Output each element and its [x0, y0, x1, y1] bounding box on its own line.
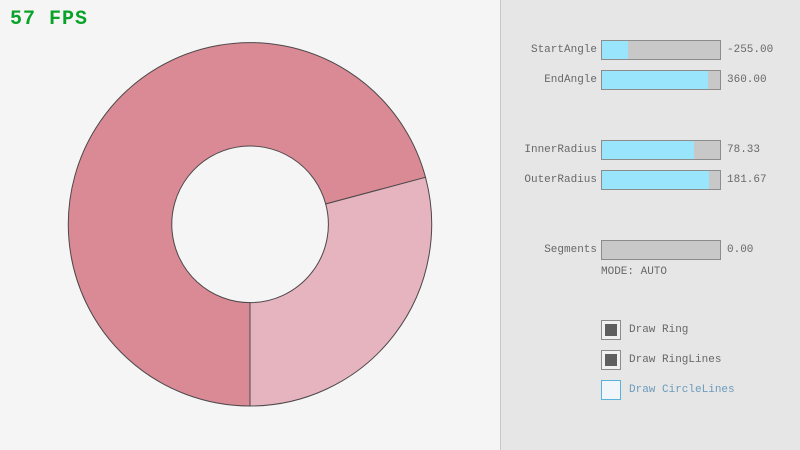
draw-ring-checkbox[interactable]: [601, 320, 621, 340]
end-angle-slider-fill: [602, 71, 709, 89]
control-panel: StartAngle -255.00 EndAngle 360.00 Inner…: [500, 0, 800, 450]
end-angle-value: 360.00: [727, 74, 767, 86]
slider-row-outer-radius: OuterRadius 181.67: [501, 170, 800, 190]
slider-row-segments: Segments 0.00: [501, 240, 800, 260]
draw-circlelines-label: Draw CircleLines: [629, 384, 735, 396]
draw-ringlines-checkbox[interactable]: [601, 350, 621, 370]
outer-radius-slider[interactable]: [601, 170, 721, 190]
draw-ringlines-label: Draw RingLines: [629, 354, 722, 366]
start-angle-slider-fill: [602, 41, 628, 59]
outer-radius-slider-fill: [602, 171, 710, 189]
outer-radius-value: 181.67: [727, 174, 767, 186]
end-angle-slider[interactable]: [601, 70, 721, 90]
checkbox-row-draw-circlelines: Draw CircleLines: [501, 380, 800, 400]
fps-counter: 57 FPS: [10, 8, 89, 31]
inner-radius-label: InnerRadius: [524, 144, 597, 156]
slider-row-end-angle: EndAngle 360.00: [501, 70, 800, 90]
draw-circlelines-checkbox[interactable]: [601, 380, 621, 400]
segments-value: 0.00: [727, 244, 754, 256]
segments-slider[interactable]: [601, 240, 721, 260]
checkbox-row-draw-ring: Draw Ring: [501, 320, 800, 340]
start-angle-slider[interactable]: [601, 40, 721, 60]
start-angle-value: -255.00: [727, 44, 774, 56]
checkbox-row-draw-ringlines: Draw RingLines: [501, 350, 800, 370]
ring-figure: [67, 42, 433, 407]
mode-label: MODE: AUTO: [601, 266, 668, 278]
draw-ring-label: Draw Ring: [629, 324, 689, 336]
end-angle-label: EndAngle: [544, 74, 597, 86]
segments-label: Segments: [544, 244, 597, 256]
ring-sector-dark: [67, 42, 427, 407]
slider-row-start-angle: StartAngle -255.00: [501, 40, 800, 60]
slider-row-inner-radius: InnerRadius 78.33: [501, 140, 800, 160]
inner-radius-value: 78.33: [727, 144, 761, 156]
outer-radius-label: OuterRadius: [524, 174, 597, 186]
inner-radius-slider[interactable]: [601, 140, 721, 160]
ring-sector-light: [249, 176, 433, 407]
start-angle-label: StartAngle: [530, 44, 597, 56]
inner-radius-slider-fill: [602, 141, 695, 159]
